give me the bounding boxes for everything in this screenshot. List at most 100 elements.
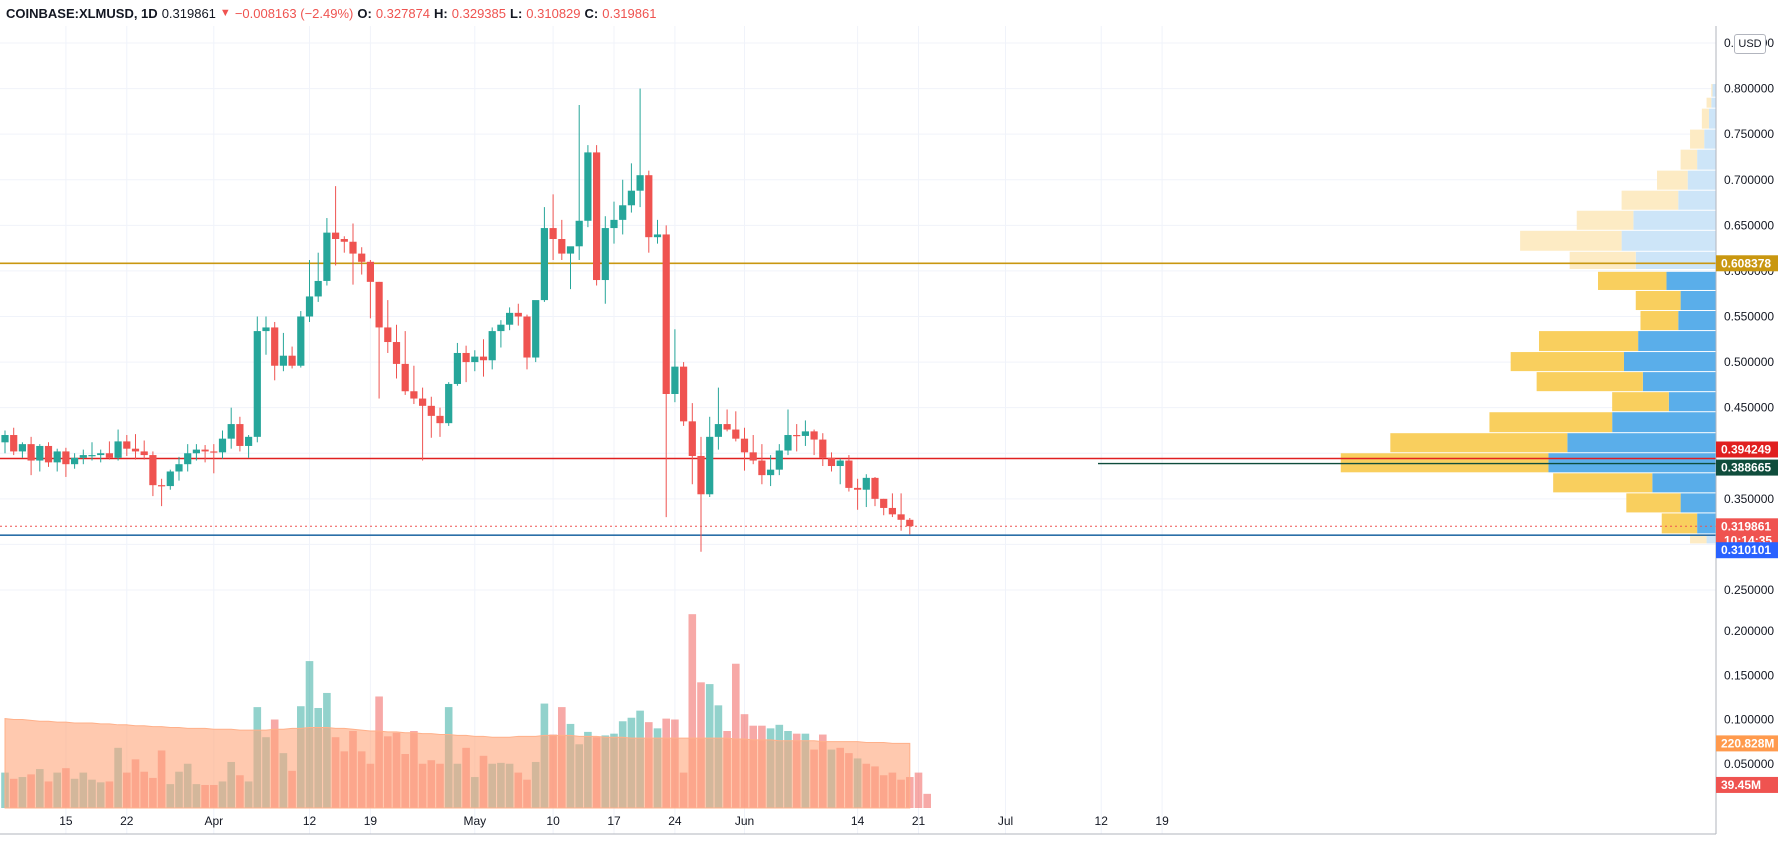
candle-body bbox=[627, 190, 635, 206]
low-value: 0.310829 bbox=[526, 5, 581, 21]
candle-body bbox=[558, 239, 566, 254]
close-label: C: bbox=[584, 5, 599, 21]
high-label: H: bbox=[434, 5, 448, 21]
candle-body bbox=[801, 431, 809, 436]
profile-up-bar bbox=[1635, 251, 1716, 270]
candle-body bbox=[131, 448, 140, 452]
volume-bar bbox=[914, 772, 923, 808]
candle-body bbox=[880, 498, 888, 508]
time-tick-label: 14 bbox=[851, 814, 865, 828]
profile-up-bar bbox=[1687, 170, 1716, 190]
symbol-name[interactable]: COINBASE:XLMUSD, 1D bbox=[6, 5, 158, 21]
badge-last-price: 0.319861 bbox=[1721, 519, 1771, 533]
candle-body bbox=[271, 327, 279, 366]
candle-body bbox=[523, 316, 531, 358]
candle-body bbox=[619, 205, 627, 220]
candle-body bbox=[506, 312, 514, 325]
candle-body bbox=[532, 300, 540, 358]
candle-body bbox=[645, 175, 653, 238]
candle-body bbox=[897, 514, 905, 520]
profile-up-bar bbox=[1548, 453, 1716, 473]
candle-body bbox=[114, 441, 122, 458]
candle-body bbox=[488, 331, 496, 361]
badge-low-level: 0.310101 bbox=[1721, 543, 1771, 557]
profile-down-bar bbox=[1510, 352, 1624, 372]
candle-body bbox=[288, 355, 296, 366]
time-tick-label: Apr bbox=[204, 814, 223, 828]
profile-up-bar bbox=[1680, 493, 1716, 513]
candle-body bbox=[819, 439, 827, 458]
candle-body bbox=[584, 152, 592, 221]
profile-down-bar bbox=[1598, 271, 1667, 290]
low-label: L: bbox=[510, 5, 523, 21]
candle-body bbox=[601, 228, 609, 281]
time-tick-label: 12 bbox=[303, 814, 317, 828]
candle-body bbox=[279, 355, 287, 366]
profile-up-bar bbox=[1633, 210, 1716, 230]
candlesticks bbox=[1, 88, 914, 552]
candle-body bbox=[97, 453, 105, 456]
candle-body bbox=[227, 424, 235, 439]
badge-volume-last: 39.45M bbox=[1721, 778, 1761, 792]
candle-body bbox=[245, 436, 253, 446]
time-tick-label: 15 bbox=[59, 814, 73, 828]
profile-up-bar bbox=[1623, 352, 1716, 372]
candle-body bbox=[53, 451, 61, 463]
price-tick-label: 0.150000 bbox=[1724, 668, 1774, 682]
candle-body bbox=[540, 228, 548, 301]
badge-resistance-bg bbox=[1716, 255, 1778, 272]
profile-down-bar bbox=[1340, 453, 1549, 473]
down-arrow-icon: ▼ bbox=[219, 7, 231, 19]
candle-body bbox=[340, 239, 348, 242]
candle-body bbox=[697, 455, 705, 495]
profile-up-bar bbox=[1668, 392, 1716, 412]
profile-down-bar bbox=[1690, 129, 1705, 149]
volume-bar bbox=[688, 614, 697, 808]
candle-body bbox=[71, 457, 79, 465]
profile-down-bar bbox=[1711, 84, 1713, 97]
profile-down-bar bbox=[1635, 290, 1681, 311]
candle-body bbox=[123, 441, 131, 449]
price-tick-label: 0.500000 bbox=[1724, 355, 1774, 369]
profile-up-bar bbox=[1708, 108, 1716, 129]
profile-down-bar bbox=[1536, 372, 1643, 392]
currency-button[interactable]: USD bbox=[1734, 34, 1766, 54]
profile-up-bar bbox=[1642, 372, 1716, 392]
profile-up-bar bbox=[1706, 534, 1716, 544]
time-tick-label: 19 bbox=[1155, 814, 1169, 828]
candle-body bbox=[767, 469, 775, 476]
candle-body bbox=[184, 453, 192, 465]
price-axis-badges: 0.6083780.3942490.3886650.31986110:14:35… bbox=[1716, 255, 1778, 793]
candle-body bbox=[297, 316, 305, 366]
price-tick-label: 0.350000 bbox=[1724, 492, 1774, 506]
candle-body bbox=[305, 296, 314, 317]
candle-body bbox=[445, 383, 453, 424]
candle-body bbox=[149, 455, 157, 486]
open-label: O: bbox=[357, 5, 372, 21]
time-tick-label: 19 bbox=[364, 814, 378, 828]
profile-down-bar bbox=[1626, 493, 1681, 513]
symbol-header: COINBASE:XLMUSD, 1D 0.319861 ▼ −0.008163… bbox=[6, 4, 656, 22]
profile-up-bar bbox=[1712, 84, 1716, 97]
profile-down-bar bbox=[1489, 412, 1613, 433]
price-tick-label: 0.550000 bbox=[1724, 310, 1774, 324]
profile-up-bar bbox=[1711, 97, 1716, 108]
candle-body bbox=[514, 312, 522, 317]
candle-body bbox=[462, 352, 470, 363]
profile-up-bar bbox=[1704, 129, 1716, 149]
horizontal-levels[interactable] bbox=[0, 262, 1716, 537]
time-tick-label: 17 bbox=[607, 814, 621, 828]
candle-body bbox=[332, 232, 340, 240]
candle-body bbox=[862, 477, 870, 490]
candle-body bbox=[201, 449, 209, 452]
candle-body bbox=[88, 455, 96, 457]
candle-body bbox=[610, 219, 618, 229]
candle-body bbox=[166, 471, 174, 487]
time-tick-label: 22 bbox=[120, 814, 134, 828]
time-axis[interactable]: 15 22 Apr 12 19 May 10 17 24 Jun 14 21 Jul 12 19 bbox=[59, 814, 1169, 828]
candle-body bbox=[314, 280, 322, 297]
candle-body bbox=[10, 435, 18, 452]
candle-body bbox=[105, 453, 113, 458]
price-tick-label: 0.200000 bbox=[1724, 624, 1774, 638]
